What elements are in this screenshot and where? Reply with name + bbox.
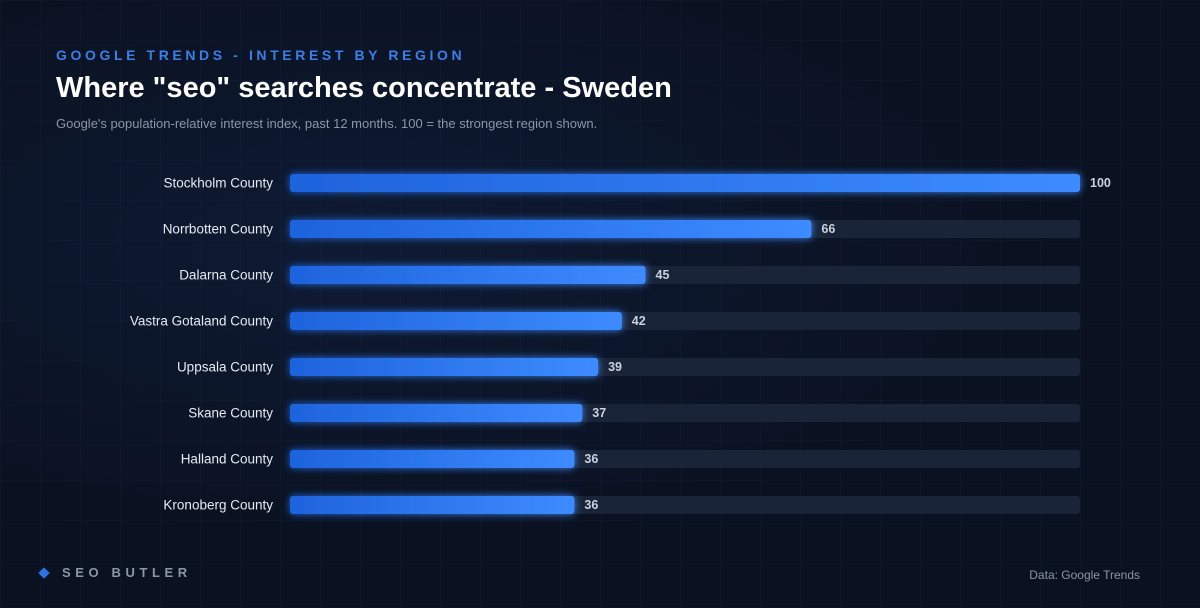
category-label: Uppsala County [177,360,273,375]
bar-row: Skane County 37 [188,404,1080,422]
chart-subtitle: Google's population-relative interest in… [56,116,598,131]
chart-title: Where "seo" searches concentrate - Swede… [56,72,672,104]
category-label: Stockholm County [163,176,273,191]
category-label: Norrbotten County [163,222,274,237]
bar [290,174,1080,192]
bar-row: Dalarna County 45 [179,266,1080,284]
data-label: 100 [1090,176,1111,190]
bar [290,312,622,330]
bar-row: Halland County 36 [181,450,1080,468]
data-label: 66 [821,222,835,236]
data-label: 45 [656,268,670,282]
bar [290,404,583,422]
chart-eyebrow: GOOGLE TRENDS - INTEREST BY REGION [56,47,466,63]
bar-row: Stockholm County 100 [163,174,1111,192]
data-label: 39 [608,360,622,374]
bar [290,496,575,514]
data-label: 37 [592,406,606,420]
category-label: Halland County [181,452,274,467]
data-source: Data: Google Trends [1029,568,1140,582]
bar-row: Uppsala County 39 [177,358,1080,376]
bar [290,266,646,284]
bar-row: Norrbotten County 66 [163,220,1080,238]
bar [290,450,575,468]
brand-name: SEO BUTLER [62,565,192,580]
data-label: 36 [584,498,598,512]
data-label: 36 [584,452,598,466]
category-label: Skane County [188,406,273,421]
bars-layer: Stockholm County 100 Norrbotten County 66 Da… [130,174,1111,514]
data-label: 42 [632,314,646,328]
bar-row: Vastra Gotaland County 42 [130,312,1080,330]
category-label: Vastra Gotaland County [130,314,273,329]
bar [290,358,599,376]
footer-brand: SEO BUTLER [38,565,192,580]
bar [290,220,812,238]
category-label: Kronoberg County [163,498,273,513]
diamond-icon [38,566,50,579]
category-label: Dalarna County [179,268,273,283]
bar-row: Kronoberg County 36 [163,496,1080,514]
